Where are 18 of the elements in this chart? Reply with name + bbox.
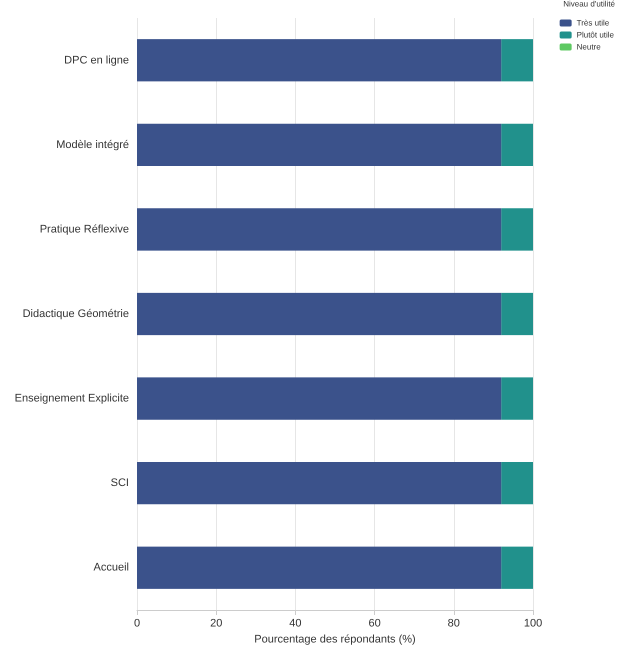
legend-label: Très utile [576,18,610,28]
y-tick-label: Modèle intégré [56,138,129,151]
legend-label: Neutre [576,42,602,52]
x-axis-title: Pourcentage des répondants (%) [254,634,416,646]
y-tick-label: Pratique Réflexive [40,223,129,236]
x-tick-label: 60 [368,618,381,630]
x-tick-label: 80 [448,618,460,630]
x-tick-label: 40 [289,618,302,630]
y-tick-label: Accueil [94,562,129,574]
y-tick-label: DPC en ligne [64,54,129,66]
legend-label: Plutôt utile [576,30,615,40]
legend-title: Niveau d'utilité [563,0,616,8]
x-tick-label: 0 [134,618,140,630]
x-tick-label: 20 [210,618,222,630]
x-tick-label: 100 [524,618,542,630]
y-tick-label: Didactique Géométrie [22,308,129,320]
y-tick-label: Enseignement Explicite [14,392,129,405]
y-tick-label: SCI [110,477,129,490]
